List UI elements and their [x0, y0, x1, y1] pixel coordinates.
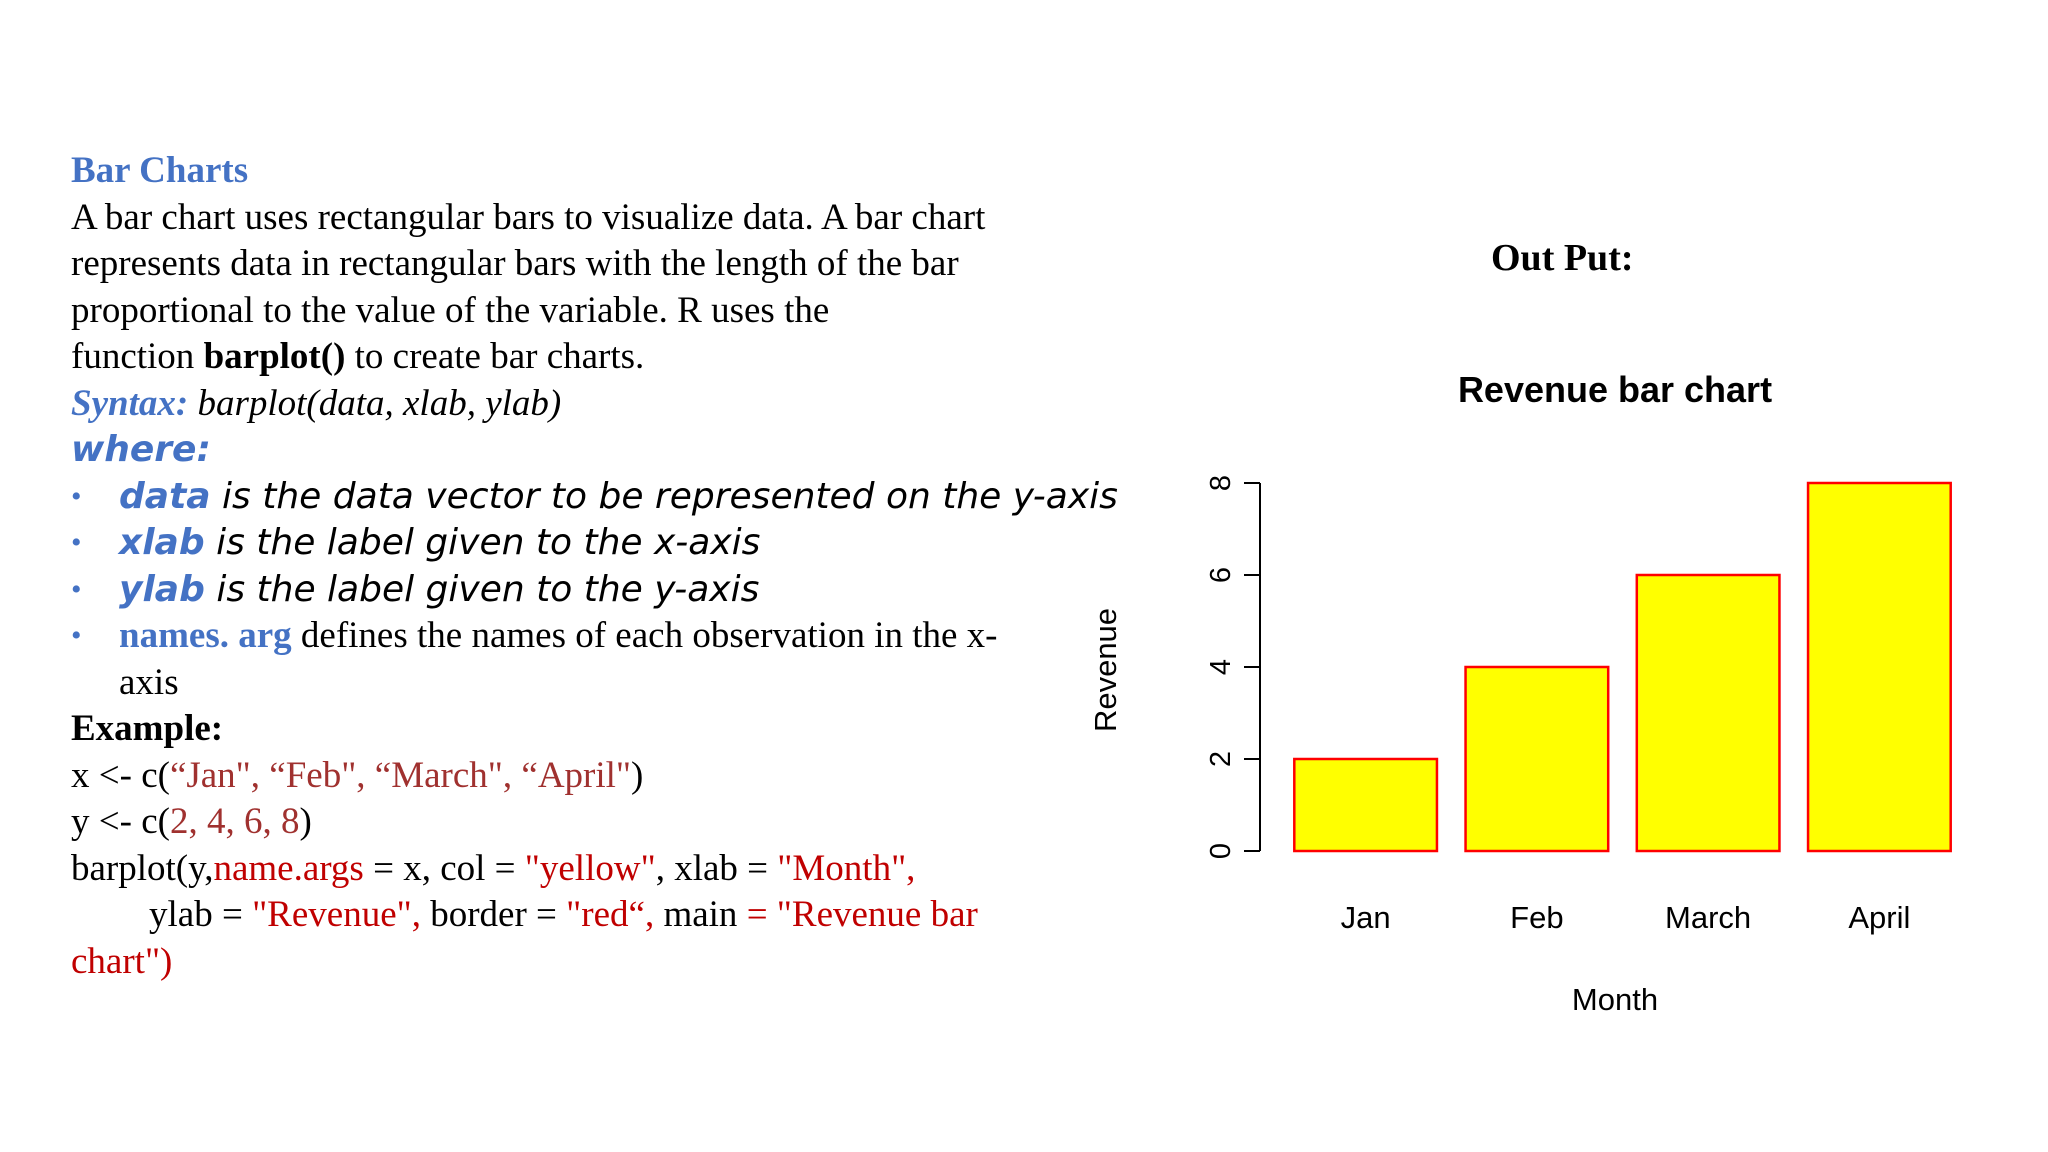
y-tick-label: 4: [1205, 659, 1237, 675]
example-label: Example:: [71, 708, 224, 749]
code-string: = "Revenue bar: [746, 894, 978, 935]
bullet-item-ylab: • ylab is the label given to the y-axis: [71, 567, 1061, 614]
bullet-icon: •: [71, 619, 82, 652]
code-line-3: barplot(y,name.args = x, col = "yellow",…: [71, 846, 1061, 893]
where-label: where:: [71, 429, 211, 470]
code-string: "red“,: [566, 894, 655, 935]
bullet-icon: •: [71, 572, 82, 606]
y-tick-label: 0: [1205, 843, 1237, 859]
y-tick-label: 8: [1205, 475, 1237, 491]
chart-title: Revenue bar chart: [1458, 369, 1772, 410]
x-tick-labels: Jan Feb March April: [1341, 900, 1911, 935]
syntax-text: barplot(data, xlab, ylab): [188, 382, 562, 424]
code-text: ): [299, 801, 312, 842]
code-line-1: x <- c(“Jan", “Feb", “March", “April"): [71, 753, 1061, 800]
bullet-term: xlab: [119, 522, 205, 563]
bullet-continuation: axis: [119, 661, 179, 703]
code-text: barplot(y,: [71, 847, 214, 889]
code-text: = x, col =: [363, 847, 525, 889]
syntax-label: Syntax:: [71, 382, 189, 424]
bullet-item-data: • data is the data vector to be represent…: [71, 474, 1118, 521]
code-string: "Revenue",: [252, 894, 421, 935]
code-text: ,: [906, 847, 916, 889]
chart-xlabel: Month: [1572, 982, 1658, 1017]
paragraph-line-4: function barplot() to create bar charts.: [71, 334, 1061, 381]
revenue-bar-chart: Revenue bar chart Revenue Month 0 2 4 6 8 Ja…: [1088, 369, 1952, 1017]
bullet-desc: is the label given to the y-axis: [204, 568, 760, 610]
bar-march: [1635, 573, 1781, 853]
x-tick-label: Jan: [1341, 900, 1391, 935]
chart-ylabel: Revenue: [1088, 608, 1123, 732]
where-line: where:: [71, 427, 1061, 474]
bar-april: [1806, 481, 1952, 853]
section-heading: Bar Charts: [71, 150, 249, 191]
code-string: “Jan", “Feb", “March", “April": [169, 754, 632, 796]
paragraph-line-3: proportional to the value of the variabl…: [71, 289, 830, 331]
bullet-desc: is the label given to the x-axis: [204, 522, 761, 563]
x-tick-label: Feb: [1510, 900, 1563, 935]
bullet-term: names. arg: [119, 615, 292, 656]
document-text: Bar Charts A bar chart uses rectangular …: [71, 148, 1118, 985]
code-line-2: y <- c(2, 4, 6, 8): [71, 799, 1061, 846]
code-keyword: name.args: [213, 847, 364, 889]
x-tick-label: April: [1848, 900, 1910, 935]
code-string: "Month": [777, 847, 907, 889]
code-string: "yellow": [524, 847, 656, 889]
x-tick-label: March: [1665, 900, 1751, 935]
bullet-term: ylab: [119, 568, 205, 610]
syntax-line: Syntax: barplot(data, xlab, ylab): [71, 381, 1061, 428]
code-line-5: chart"): [71, 940, 173, 982]
code-text: x <- c(: [71, 754, 170, 796]
paragraph-line-2: represents data in rectangular bars with…: [71, 243, 959, 284]
code-text: border =: [420, 894, 567, 935]
bullet-icon: •: [71, 526, 82, 559]
code-values: 2, 4, 6, 8: [169, 801, 300, 842]
code-text: main: [654, 894, 747, 935]
code-line-4: ylab = "Revenue", border = "red“, main =…: [71, 892, 1061, 939]
bullet-term: data: [119, 475, 211, 517]
code-text: ylab =: [149, 894, 253, 935]
barplot-function-name: barplot(): [203, 336, 346, 377]
bar-jan: [1293, 757, 1439, 853]
code-text: , xlab =: [655, 847, 778, 889]
output-label: Out Put:: [1491, 237, 1634, 279]
paragraph-text: to create bar charts.: [345, 336, 645, 377]
code-text: ): [631, 754, 644, 796]
y-tick-label: 2: [1205, 751, 1237, 767]
paragraph-line-1: A bar chart uses rectangular bars to vis…: [71, 196, 986, 238]
paragraph-text: function: [71, 336, 204, 377]
bullet-desc: is the data vector to be represented on …: [210, 475, 1118, 517]
bullet-icon: •: [71, 479, 82, 513]
y-tick-label: 6: [1205, 567, 1237, 583]
bar-feb: [1464, 665, 1610, 853]
bullet-desc: defines the names of each observation in…: [291, 615, 998, 656]
bullet-item-names-arg: • names. arg defines the names of each ob…: [71, 613, 1061, 660]
bars-group: [1293, 481, 1952, 853]
bullet-item-xlab: • xlab is the label given to the x-axis: [71, 520, 1061, 567]
y-axis: 0 2 4 6 8: [1205, 475, 1261, 859]
code-text: y <- c(: [71, 801, 170, 842]
